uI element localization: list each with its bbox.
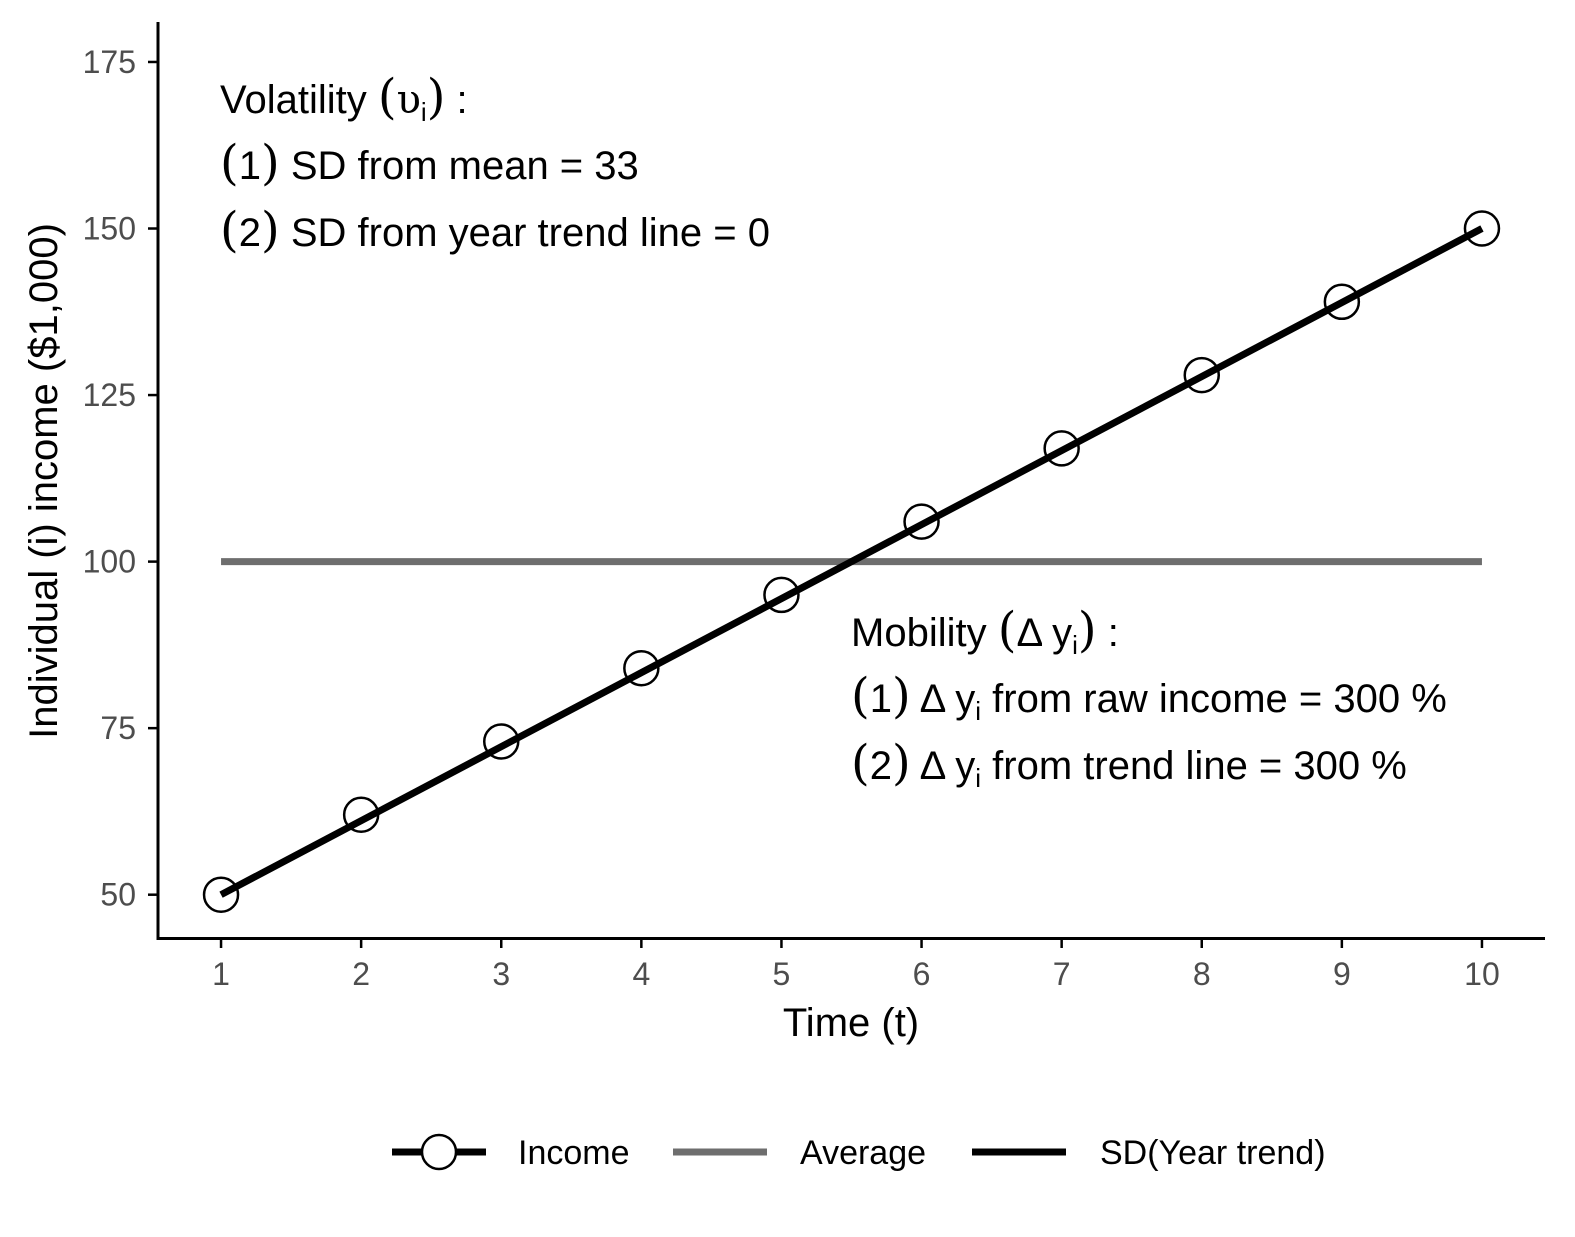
axis-ticks: 1 2 3 4 5 6 7 8 9 10 50 75 100 125 150 175 <box>83 44 1500 992</box>
mobility-line-1: (1) Δ yi from raw income = 300 % <box>851 668 1447 726</box>
trend-line <box>219 225 1484 898</box>
y-tick-label: 150 <box>83 211 136 247</box>
x-tick-label: 4 <box>632 956 650 992</box>
x-tick-label: 8 <box>1193 956 1211 992</box>
x-tick-label: 2 <box>352 956 370 992</box>
income-point <box>1183 356 1221 394</box>
mobility-line-2: (2) Δ yi from trend line = 300 % <box>851 735 1407 793</box>
legend-label-sd-year-trend: SD(Year trend) <box>1100 1134 1326 1172</box>
volatility-annotation: Volatility (υi) : (1) SD from mean = 33 … <box>220 69 770 258</box>
legend: Income Average SD(Year trend) <box>392 1133 1326 1172</box>
x-tick-label: 5 <box>773 956 791 992</box>
income-point <box>482 723 520 760</box>
x-tick-label: 9 <box>1333 956 1351 992</box>
mobility-title: Mobility (Δ yi) : <box>851 602 1119 660</box>
x-axis-title: Time (t) <box>783 1001 919 1045</box>
legend-item-average: Average <box>673 1134 926 1172</box>
income-point <box>202 876 240 913</box>
income-point <box>763 576 800 614</box>
y-tick-label: 100 <box>83 544 136 580</box>
legend-label-average: Average <box>800 1134 926 1172</box>
y-tick-label: 125 <box>83 377 136 413</box>
legend-item-income: Income <box>392 1133 630 1172</box>
x-tick-label: 7 <box>1053 956 1071 992</box>
legend-key-income-point <box>420 1133 458 1171</box>
x-tick-label: 3 <box>492 956 510 992</box>
income-point <box>1463 210 1501 247</box>
x-tick-label: 1 <box>212 956 230 992</box>
income-point <box>623 649 660 687</box>
legend-label-income: Income <box>518 1134 630 1172</box>
y-tick-label: 50 <box>100 877 136 913</box>
plot-area <box>202 210 1501 913</box>
x-tick-label: 10 <box>1464 956 1500 992</box>
legend-item-sd-year-trend: SD(Year trend) <box>972 1134 1326 1172</box>
y-tick-label: 175 <box>83 44 136 80</box>
volatility-title: Volatility (υi) : <box>220 69 468 127</box>
volatility-line-2: (2) SD from year trend line = 0 <box>220 202 770 258</box>
y-tick-label: 75 <box>100 710 136 746</box>
mobility-annotation: Mobility (Δ yi) : (1) Δ yi from raw inco… <box>851 602 1447 793</box>
income-point <box>903 503 940 540</box>
y-axis-title: Individual (i) income ($1,000) <box>22 223 66 739</box>
income-point <box>1043 430 1080 467</box>
x-tick-label: 6 <box>913 956 931 992</box>
income-point <box>1323 283 1361 321</box>
volatility-line-1: (1) SD from mean = 33 <box>220 135 639 191</box>
income-point <box>342 796 380 834</box>
